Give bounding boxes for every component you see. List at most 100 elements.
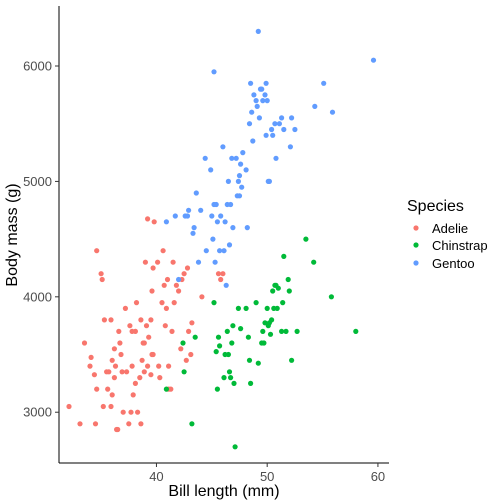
point-chinstrap: [280, 300, 286, 306]
point-chinstrap: [189, 421, 195, 427]
point-gentoo: [226, 242, 233, 248]
point-gentoo: [238, 161, 244, 167]
point-gentoo: [266, 178, 272, 184]
data-points: [66, 28, 377, 450]
point-adelie: [128, 409, 134, 415]
point-adelie: [77, 421, 83, 427]
point-adelie: [120, 409, 126, 415]
point-adelie: [115, 426, 121, 433]
point-adelie: [139, 357, 145, 363]
point-gentoo: [250, 138, 256, 144]
point-adelie: [127, 323, 133, 329]
point-adelie: [94, 248, 100, 254]
x-tick-label: 40: [149, 469, 163, 484]
point-adelie: [100, 403, 106, 410]
point-gentoo: [208, 167, 214, 173]
point-adelie: [91, 372, 97, 378]
point-gentoo: [214, 219, 220, 225]
y-tick-label: 4000: [23, 289, 52, 304]
point-chinstrap: [255, 360, 261, 366]
point-gentoo: [259, 86, 265, 92]
point-chinstrap: [283, 328, 289, 334]
point-gentoo: [276, 121, 282, 127]
point-adelie: [92, 421, 99, 427]
point-gentoo: [260, 98, 266, 104]
point-adelie: [183, 357, 189, 363]
point-gentoo: [220, 144, 226, 150]
point-adelie: [220, 271, 226, 277]
y-tick-label: 6000: [23, 59, 52, 74]
point-gentoo: [249, 109, 255, 115]
point-adelie: [133, 300, 140, 306]
point-chinstrap: [180, 340, 186, 346]
point-adelie: [169, 328, 175, 334]
point-chinstrap: [270, 288, 276, 294]
point-chinstrap: [246, 357, 253, 363]
point-chinstrap: [248, 380, 254, 386]
point-gentoo: [218, 213, 224, 219]
point-gentoo: [163, 219, 169, 225]
point-adelie: [106, 369, 112, 375]
point-chinstrap: [230, 323, 236, 329]
point-adelie: [126, 421, 132, 427]
point-gentoo: [222, 219, 228, 225]
point-gentoo: [240, 150, 246, 156]
point-chinstrap: [211, 300, 217, 306]
point-adelie: [164, 276, 171, 283]
point-gentoo: [235, 178, 241, 184]
point-chinstrap: [281, 253, 287, 259]
point-adelie: [138, 317, 144, 323]
legend-key-chinstrap: [413, 242, 419, 248]
point-adelie: [178, 346, 184, 352]
point-gentoo: [273, 155, 279, 161]
point-adelie: [98, 271, 104, 277]
point-chinstrap: [253, 300, 259, 306]
point-adelie: [66, 403, 72, 410]
point-adelie: [108, 403, 114, 410]
point-adelie: [137, 375, 143, 381]
y-axis-ticks: 3000 4000 5000 6000: [23, 59, 59, 420]
point-adelie: [199, 294, 205, 300]
point-adelie: [181, 271, 187, 277]
point-adelie: [124, 369, 130, 375]
point-chinstrap: [231, 380, 237, 386]
point-adelie: [81, 340, 88, 346]
point-chinstrap: [228, 375, 234, 381]
point-adelie: [109, 392, 115, 398]
point-adelie: [138, 421, 144, 427]
point-gentoo: [269, 126, 275, 133]
point-gentoo: [190, 230, 196, 236]
point-adelie: [119, 369, 125, 375]
point-gentoo: [239, 184, 245, 190]
x-tick-label: 60: [371, 469, 385, 484]
point-gentoo: [270, 132, 276, 138]
point-chinstrap: [286, 288, 292, 294]
point-adelie: [101, 317, 107, 323]
point-gentoo: [370, 57, 377, 63]
point-chinstrap: [328, 294, 334, 300]
point-gentoo: [272, 121, 278, 127]
point-adelie: [176, 288, 182, 294]
point-adelie: [105, 386, 111, 392]
point-gentoo: [184, 213, 191, 219]
point-adelie: [145, 216, 151, 222]
point-chinstrap: [226, 369, 233, 375]
point-adelie: [166, 363, 172, 369]
point-chinstrap: [245, 334, 251, 340]
point-gentoo: [263, 80, 269, 86]
point-adelie: [163, 305, 169, 311]
point-adelie: [118, 351, 124, 358]
point-adelie: [160, 248, 166, 254]
point-adelie: [186, 328, 192, 334]
point-adelie: [132, 328, 138, 334]
point-adelie: [108, 317, 114, 323]
point-gentoo: [203, 248, 209, 254]
point-chinstrap: [289, 357, 295, 363]
point-chinstrap: [213, 349, 219, 355]
point-chinstrap: [353, 328, 359, 334]
point-gentoo: [289, 115, 295, 121]
point-gentoo: [292, 126, 298, 133]
point-gentoo: [191, 225, 197, 231]
point-adelie: [145, 363, 151, 369]
point-adelie: [122, 305, 128, 311]
